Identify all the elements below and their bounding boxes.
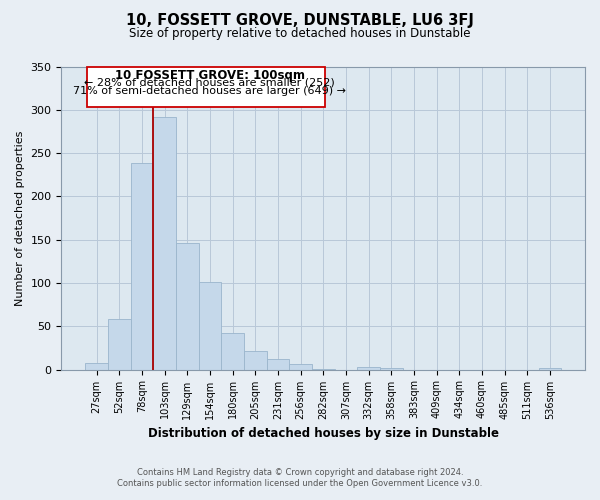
Bar xyxy=(153,116,176,370)
Text: 10, FOSSETT GROVE, DUNSTABLE, LU6 3FJ: 10, FOSSETT GROVE, DUNSTABLE, LU6 3FJ xyxy=(126,12,474,28)
X-axis label: Distribution of detached houses by size in Dunstable: Distribution of detached houses by size … xyxy=(148,427,499,440)
Bar xyxy=(380,368,403,370)
Bar xyxy=(244,352,266,370)
Y-axis label: Number of detached properties: Number of detached properties xyxy=(15,130,25,306)
Bar xyxy=(176,243,199,370)
Bar xyxy=(289,364,312,370)
Bar xyxy=(266,359,289,370)
Bar xyxy=(221,333,244,370)
Bar xyxy=(131,164,153,370)
Text: 10 FOSSETT GROVE: 100sqm: 10 FOSSETT GROVE: 100sqm xyxy=(115,69,305,82)
Text: Contains HM Land Registry data © Crown copyright and database right 2024.
Contai: Contains HM Land Registry data © Crown c… xyxy=(118,468,482,487)
Bar xyxy=(108,320,131,370)
Bar xyxy=(199,282,221,370)
Text: Size of property relative to detached houses in Dunstable: Size of property relative to detached ho… xyxy=(129,28,471,40)
Bar xyxy=(539,368,561,370)
Bar xyxy=(312,368,335,370)
Bar xyxy=(85,362,108,370)
FancyBboxPatch shape xyxy=(88,68,325,107)
Text: 71% of semi-detached houses are larger (649) →: 71% of semi-detached houses are larger (… xyxy=(73,86,346,97)
Text: ← 28% of detached houses are smaller (252): ← 28% of detached houses are smaller (25… xyxy=(85,78,335,88)
Bar xyxy=(357,367,380,370)
